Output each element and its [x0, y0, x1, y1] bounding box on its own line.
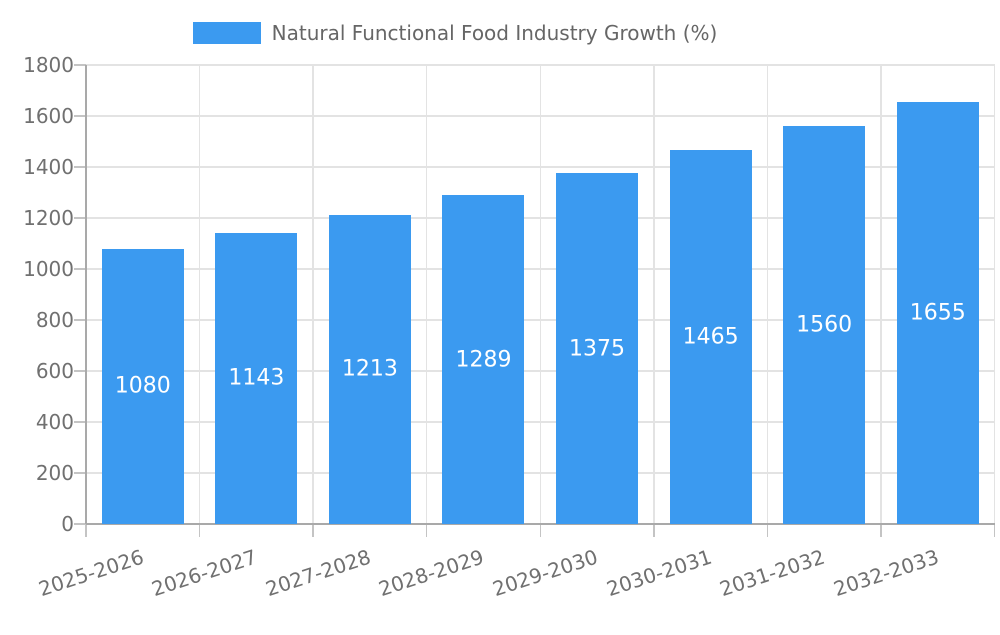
x-axis-tick — [425, 524, 428, 537]
y-axis-tick — [74, 370, 86, 372]
x-axis-tick — [198, 524, 201, 537]
plot-area: 0 200 400 600 800 1000 1200 1400 1600 1800 1080 114… — [23, 53, 996, 601]
legend-swatch-icon — [192, 22, 261, 44]
legend-label: Natural Functional Food Industry Growth … — [271, 21, 718, 45]
x-gridline — [198, 65, 201, 524]
bar-value-label: 1213 — [341, 356, 398, 382]
y-axis-tick-label: 1400 — [23, 155, 74, 179]
bar[interactable] — [215, 232, 298, 524]
bar[interactable] — [101, 248, 184, 524]
x-axis-tick — [766, 524, 769, 537]
y-axis-tick — [74, 319, 86, 321]
bar[interactable] — [556, 173, 639, 524]
y-axis-tick-label: 600 — [35, 359, 74, 383]
y-axis-tick — [74, 472, 86, 474]
bar[interactable] — [328, 214, 411, 524]
x-axis-tick — [880, 524, 882, 537]
chart-legend[interactable]: Natural Functional Food Industry Growth … — [0, 21, 910, 45]
x-axis-tick — [85, 524, 87, 537]
bar-value-label: 1289 — [455, 347, 512, 373]
x-gridline — [993, 65, 996, 524]
x-gridline — [312, 65, 314, 524]
y-axis-tick — [74, 217, 86, 219]
bar[interactable] — [783, 126, 866, 524]
x-gridline — [880, 65, 882, 524]
y-axis-tick-label: 1600 — [23, 104, 74, 128]
y-axis-tick-label: 800 — [35, 308, 74, 332]
x-axis-line — [86, 523, 995, 525]
y-axis-tick-label: 0 — [61, 512, 74, 536]
x-axis-tick — [653, 524, 655, 537]
bar-value-label: 1143 — [228, 365, 285, 391]
bar-value-label: 1080 — [114, 373, 171, 399]
y-axis-tick — [74, 64, 86, 66]
bar-chart: Natural Functional Food Industry Growth … — [0, 21, 996, 601]
y-axis-tick — [74, 115, 86, 117]
x-axis-tick — [312, 524, 314, 537]
bar[interactable] — [669, 150, 752, 524]
y-axis-tick-label: 1800 — [23, 53, 74, 77]
y-axis-line — [85, 65, 87, 524]
x-gridline — [539, 65, 541, 524]
y-axis-tick — [74, 421, 86, 423]
x-axis-tick — [993, 524, 996, 537]
bar-value-label: 1655 — [909, 300, 966, 326]
y-axis-tick-label: 200 — [35, 461, 74, 485]
x-gridline — [766, 65, 769, 524]
y-axis-tick — [74, 166, 86, 168]
y-axis-tick — [74, 523, 86, 525]
y-axis-tick-label: 1200 — [23, 206, 74, 230]
x-gridline — [653, 65, 655, 524]
bar-value-label: 1375 — [569, 336, 626, 362]
bar[interactable] — [896, 101, 979, 524]
y-axis-tick — [74, 268, 86, 270]
bar-value-label: 1560 — [796, 312, 853, 338]
x-axis-tick — [539, 524, 541, 537]
x-gridline — [425, 65, 428, 524]
y-axis-tick-label: 400 — [35, 410, 74, 434]
bar[interactable] — [442, 195, 525, 524]
bar-value-label: 1465 — [682, 324, 739, 350]
y-axis-tick-label: 1000 — [23, 257, 74, 281]
